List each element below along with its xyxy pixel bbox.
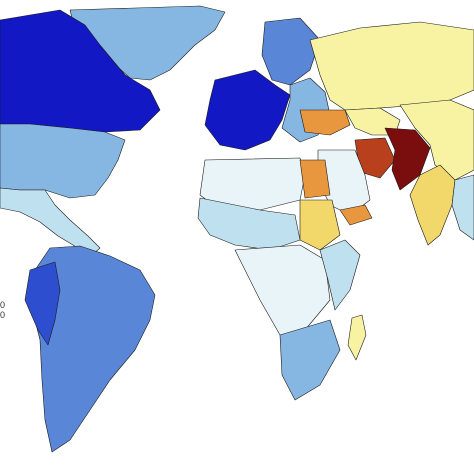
region-afghanistan-pakistan — [384, 127, 431, 191]
region-east-africa — [319, 239, 361, 311]
legend-label-1: 0 — [0, 300, 6, 310]
region-yemen — [339, 204, 373, 226]
region-madagascar — [347, 314, 367, 361]
region-sudan — [299, 199, 341, 251]
region-southeast-asia — [451, 174, 474, 241]
legend-fragment: 0 0 — [0, 300, 5, 320]
region-india — [409, 164, 456, 246]
region-western-europe — [204, 69, 291, 151]
region-central-africa — [234, 244, 331, 336]
region-peru-ecuador — [24, 261, 61, 346]
region-russia — [309, 21, 474, 111]
region-mexico-central-america — [0, 187, 101, 256]
region-usa — [0, 123, 126, 199]
region-turkey-caucasus — [299, 109, 351, 136]
region-egypt — [299, 159, 331, 199]
region-scandinavia — [261, 17, 321, 86]
legend-label-2: 0 — [0, 310, 6, 320]
region-southern-africa — [279, 319, 341, 401]
